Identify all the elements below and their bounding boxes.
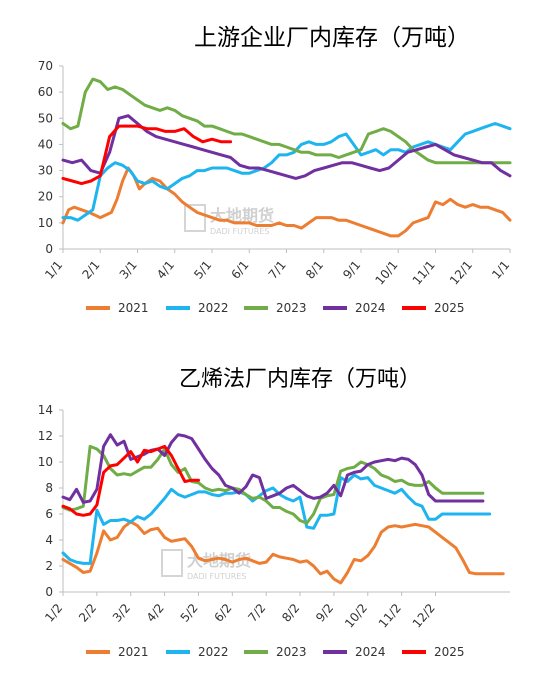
chart-title: 乙烯法厂内库存（万吨） [179,367,421,392]
series-line-2025 [61,124,233,186]
x-tick-label: 9/1 [340,258,363,282]
x-tick-label: 7/1 [266,258,289,282]
y-tick-label: 2 [45,559,53,573]
x-tick-label: 10/2 [342,601,370,631]
legend-label-2021: 2021 [118,301,149,315]
series-line-2025 [61,444,200,517]
x-tick-label: 1/1 [42,258,65,282]
y-tick-label: 0 [45,585,53,599]
x-tick-label: 10/1 [372,258,400,288]
y-tick-label: 60 [38,85,53,99]
y-tick-label: 50 [38,111,53,125]
y-tick-label: 40 [38,137,53,151]
series-line-2023 [61,444,485,525]
x-tick-label: 6/1 [228,258,251,282]
x-tick-label: 6/2 [211,601,234,625]
y-tick-label: 6 [45,507,53,521]
legend-label-2022: 2022 [198,645,229,659]
x-tick-label: 5/1 [191,258,214,282]
x-tick-label: 8/1 [303,258,326,282]
x-tick-label: 1/2 [42,601,65,625]
legend-label-2024: 2024 [355,301,386,315]
chart-title: 上游企业厂内库存（万吨） [194,25,470,51]
series-line-2021 [61,520,505,585]
y-tick-label: 12 [38,429,53,443]
series-line-2024 [61,114,512,180]
x-tick-label: 3/2 [110,601,133,625]
y-tick-label: 20 [38,190,53,204]
x-tick-label: 11/1 [410,258,438,288]
y-tick-label: 10 [38,455,53,469]
x-tick-label: 8/2 [279,601,302,625]
legend-label-2023: 2023 [276,645,307,659]
legend-label-2024: 2024 [355,645,386,659]
legend-label-2023: 2023 [276,301,307,315]
y-tick-label: 0 [45,242,53,256]
x-tick-label: 2/2 [76,601,99,625]
x-tick-label: 5/2 [178,601,201,625]
x-tick-label: 7/2 [245,601,268,625]
x-tick-label: 1/1 [489,258,512,282]
series-line-2021 [61,166,512,238]
watermark-text-en: DADI FUTURES [210,227,269,236]
legend-label-2022: 2022 [198,301,229,315]
x-tick-label: 4/2 [144,601,167,625]
watermark-logo-icon [184,204,206,232]
x-tick-label: 12/1 [447,258,475,288]
watermark-logo: 大地期货 DADI FUTURES [161,549,251,581]
legend-label-2025: 2025 [434,645,465,659]
y-tick-label: 14 [38,403,53,417]
y-tick-label: 70 [38,59,53,73]
x-tick-label: 4/1 [154,258,177,282]
watermark-text-cn: 大地期货 [187,551,251,570]
watermark-text-en: DADI FUTURES [187,572,246,581]
y-tick-label: 8 [45,481,53,495]
series-line-2024 [61,433,485,504]
x-tick-label: 12/2 [410,601,438,631]
series-line-2022 [61,473,492,565]
legend-label-2025: 2025 [434,301,465,315]
y-tick-label: 30 [38,164,53,178]
ethylene-inventory-chart: 乙烯法厂内库存（万吨） 大地期货 DADI FUTURES 0 2 4 6 8 10 12 14 1/… [38,367,510,659]
y-tick-label: 4 [45,533,53,547]
legend-label-2021: 2021 [118,645,149,659]
x-tick-label: 2/1 [79,258,102,282]
x-tick-label: 9/2 [313,601,336,625]
x-tick-label: 3/1 [117,258,140,282]
watermark-logo-icon [161,549,183,577]
series-line-2023 [61,77,512,165]
x-tick-label: 11/2 [376,601,404,631]
y-tick-label: 10 [38,216,53,230]
